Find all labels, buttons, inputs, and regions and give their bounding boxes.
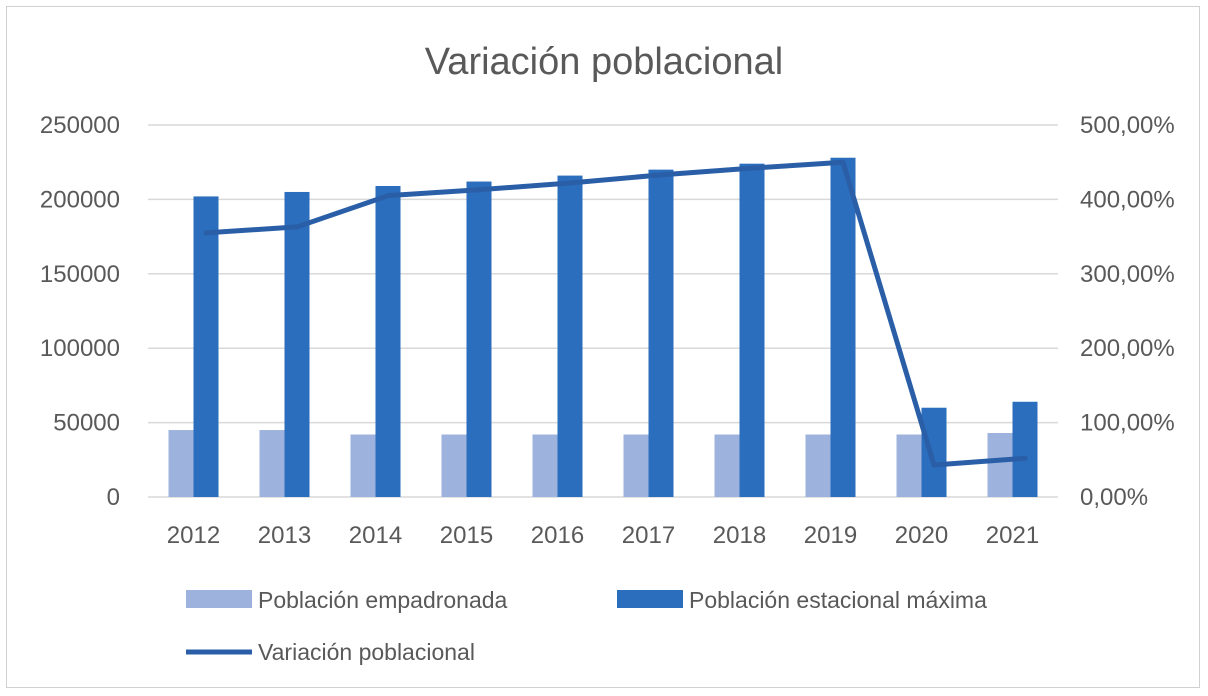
right-axis-ticks: 0,00% 100,00% 200,00% 300,00% 400,00% 500,00%	[1080, 112, 1175, 511]
point-variacion-poblacional-2019	[840, 159, 846, 165]
point-variacion-poblacional-2014	[385, 193, 391, 199]
legend: Población empadronada Población estacion…	[186, 587, 987, 665]
x-axis-ticks: 2012 2013 2014 2015 2016 2017 2018 2019 2020 2021	[167, 522, 1039, 549]
right-tick-label: 500,00%	[1080, 112, 1175, 139]
bar-poblacion-empadronada-2014	[350, 434, 376, 497]
x-tick-label: 2015	[440, 522, 493, 549]
left-tick-label: 200000	[40, 186, 120, 213]
point-variacion-poblacional-2015	[476, 187, 482, 193]
x-tick-label: 2018	[713, 522, 766, 549]
bar-poblacion-empadronada-2019	[805, 434, 831, 497]
right-tick-label: 100,00%	[1080, 410, 1175, 437]
bar-poblacion-estacional-maxima-2016	[557, 175, 583, 498]
x-tick-label: 2014	[349, 522, 402, 549]
left-tick-label: 50000	[53, 410, 120, 437]
bar-poblacion-estacional-maxima-2015	[466, 181, 492, 497]
bar-poblacion-estacional-maxima-2020	[921, 407, 947, 497]
point-variacion-poblacional-2020	[931, 462, 937, 468]
legend-label-variacion-poblacional: Variación poblacional	[258, 639, 475, 665]
bar-poblacion-estacional-maxima-2012	[193, 196, 219, 497]
x-tick-label: 2021	[986, 522, 1039, 549]
left-tick-label: 150000	[40, 261, 120, 288]
point-variacion-poblacional-2021	[1022, 455, 1028, 461]
bar-poblacion-estacional-maxima-2018	[739, 163, 765, 498]
point-variacion-poblacional-2017	[658, 172, 664, 178]
bar-poblacion-empadronada-2012	[168, 430, 194, 497]
right-tick-label: 0,00%	[1080, 484, 1148, 511]
left-tick-label: 100000	[40, 335, 120, 362]
point-variacion-poblacional-2016	[567, 180, 573, 186]
bar-poblacion-empadronada-2020	[896, 434, 922, 497]
x-tick-label: 2013	[258, 522, 311, 549]
line-variacion-poblacional	[203, 159, 1028, 468]
line-series	[203, 159, 1028, 468]
bar-poblacion-estacional-maxima-2019	[830, 157, 856, 497]
legend-label-poblacion-estacional-maxima: Población estacional máxima	[689, 587, 987, 613]
legend-swatch-poblacion-estacional-maxima	[617, 590, 683, 608]
point-variacion-poblacional-2018	[749, 165, 755, 171]
bar-poblacion-estacional-maxima-2013	[284, 191, 310, 497]
chart-title: Variación poblacional	[425, 41, 783, 83]
bar-poblacion-empadronada-2013	[259, 430, 285, 497]
legend-label-poblacion-empadronada: Población empadronada	[258, 587, 508, 613]
left-axis-ticks: 0 50000 100000 150000 200000 250000	[40, 112, 120, 511]
x-tick-label: 2019	[804, 522, 857, 549]
x-tick-label: 2016	[531, 522, 584, 549]
x-tick-label: 2017	[622, 522, 675, 549]
bar-poblacion-estacional-maxima-2017	[648, 169, 674, 497]
x-tick-label: 2012	[167, 522, 220, 549]
right-tick-label: 200,00%	[1080, 335, 1175, 362]
point-variacion-poblacional-2012	[203, 230, 209, 236]
bar-poblacion-empadronada-2015	[441, 434, 467, 497]
right-tick-label: 300,00%	[1080, 261, 1175, 288]
left-tick-label: 0	[107, 484, 120, 511]
bar-poblacion-empadronada-2018	[714, 434, 740, 497]
x-tick-label: 2020	[895, 522, 948, 549]
bar-poblacion-estacional-maxima-2014	[375, 186, 401, 497]
bar-poblacion-empadronada-2021	[987, 433, 1013, 497]
bars	[168, 157, 1038, 498]
bar-poblacion-empadronada-2016	[532, 434, 558, 497]
legend-swatch-poblacion-empadronada	[186, 590, 252, 608]
left-tick-label: 250000	[40, 112, 120, 139]
bar-poblacion-empadronada-2017	[623, 434, 649, 497]
point-variacion-poblacional-2013	[294, 224, 300, 230]
right-tick-label: 400,00%	[1080, 186, 1175, 213]
bar-poblacion-estacional-maxima-2021	[1012, 401, 1038, 497]
